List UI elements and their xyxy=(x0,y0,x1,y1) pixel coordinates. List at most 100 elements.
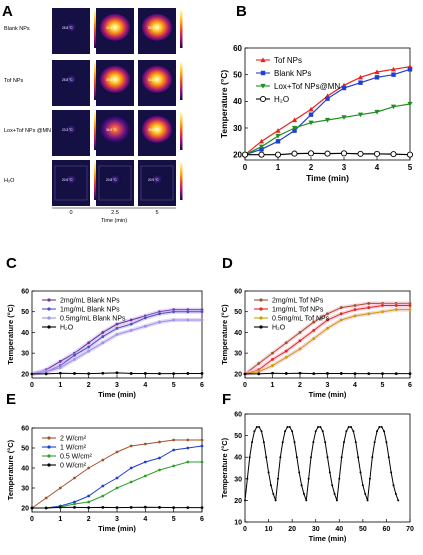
data-point-marker xyxy=(101,371,105,375)
data-point-marker xyxy=(257,372,261,376)
data-point-marker xyxy=(374,109,380,115)
data-point-marker xyxy=(200,372,204,375)
data-point-marker xyxy=(87,466,91,470)
data-point-marker xyxy=(186,506,190,509)
series-line xyxy=(244,103,411,156)
data-point-marker xyxy=(373,441,376,444)
data-point-marker xyxy=(314,430,317,433)
plot-frame xyxy=(244,413,411,523)
thermal-temp-reading: 25.8 °C xyxy=(62,78,73,82)
chart-panel-d: 0 1 2 3 4 5 6 20 30 40 50 60 Time (min) Temperature (… xyxy=(220,288,412,399)
data-point-marker xyxy=(158,506,161,509)
thermal-temp-reading: 39.8 °C xyxy=(148,128,159,132)
y-axis-label: Temperature (°C) xyxy=(6,304,15,365)
legend-swatch-marker xyxy=(47,445,51,449)
legend-entry: Lox+Tof NPs@MN xyxy=(274,82,340,91)
x-tick-label: 40 xyxy=(335,526,343,533)
data-point-marker xyxy=(172,318,176,322)
series-line xyxy=(31,439,202,509)
thermal-temp-reading: 52.1 °C xyxy=(148,26,159,30)
legend-swatch-marker xyxy=(47,454,51,458)
data-point-marker xyxy=(357,74,364,80)
data-point-marker xyxy=(271,357,274,361)
y-axis-label: Temperature (°C) xyxy=(219,70,229,139)
data-point-marker xyxy=(44,496,48,500)
y-tick-label: 60 xyxy=(233,44,242,53)
legend-entry: 2mg/mL Tof NPs xyxy=(272,298,324,305)
data-point-marker xyxy=(253,430,256,433)
thermal-hotspot xyxy=(100,65,130,93)
thermal-row-label: H₂O xyxy=(4,178,15,184)
y-axis-label: Temperature (°C) xyxy=(220,304,229,365)
x-tick-label: 0 xyxy=(30,382,34,389)
data-point-marker xyxy=(408,308,412,312)
data-point-marker xyxy=(358,80,363,85)
data-point-marker xyxy=(406,151,414,158)
data-point-marker xyxy=(302,492,305,495)
y-tick-label: 40 xyxy=(233,97,242,106)
data-point-marker xyxy=(58,366,62,370)
y-tick-label: 20 xyxy=(21,505,29,512)
data-point-marker xyxy=(394,304,398,307)
x-tick-label: 4 xyxy=(143,382,147,389)
data-point-marker xyxy=(367,306,371,309)
data-point-marker xyxy=(381,372,384,376)
data-point-marker xyxy=(408,304,412,307)
data-point-marker xyxy=(357,150,364,157)
thermal-image-grid: Blank NPs 25.8 °C 49.1 °C 52.1 °C Tof NPs 25.… xyxy=(4,8,183,224)
y-tick-label: 20 xyxy=(234,371,242,378)
data-point-marker xyxy=(373,150,381,157)
data-point-marker xyxy=(295,456,298,459)
data-point-marker xyxy=(352,430,355,433)
x-tick-label: 0 xyxy=(30,516,34,523)
x-tick-label: 0 xyxy=(243,163,248,172)
data-point-marker xyxy=(353,314,357,318)
data-point-marker xyxy=(258,144,265,150)
legend-swatch-marker xyxy=(47,307,51,311)
data-point-marker xyxy=(87,372,91,376)
data-point-marker xyxy=(101,506,105,509)
legend-swatch-marker xyxy=(259,298,263,302)
y-tick-label: 30 xyxy=(233,124,242,133)
data-point-marker xyxy=(73,506,76,509)
data-point-marker xyxy=(257,362,261,365)
data-point-marker xyxy=(265,456,268,459)
chart-panel-e: 0 1 2 3 4 5 6 20 30 40 50 60 Time (min) Temperature (… xyxy=(6,425,204,533)
legend-swatch-marker xyxy=(47,325,51,329)
data-point-marker xyxy=(257,370,261,374)
data-point-marker xyxy=(101,335,105,338)
data-point-marker xyxy=(291,125,298,131)
thermal-row-label: Tof NPs xyxy=(4,78,24,84)
y-tick-label: 50 xyxy=(21,445,29,452)
data-point-marker xyxy=(380,425,383,428)
data-point-marker xyxy=(129,318,133,322)
data-point-marker xyxy=(172,310,176,314)
data-point-marker xyxy=(291,430,294,433)
data-point-marker xyxy=(259,147,264,152)
data-point-marker xyxy=(381,310,384,314)
data-point-marker xyxy=(284,355,288,359)
y-tick-label: 60 xyxy=(234,288,242,295)
data-point-marker xyxy=(73,372,76,375)
x-axis-label: Time (min) xyxy=(309,390,347,399)
data-point-marker xyxy=(286,425,289,428)
x-tick-label: 5 xyxy=(172,516,176,523)
panel-letter-b: B xyxy=(236,3,247,20)
data-point-marker xyxy=(371,456,374,459)
data-point-marker xyxy=(143,460,147,464)
y-tick-label: 50 xyxy=(234,309,242,316)
data-point-marker xyxy=(385,441,388,444)
thermal-hotspot xyxy=(65,21,77,33)
y-tick-label: 20 xyxy=(21,371,29,378)
thermal-hotspot xyxy=(65,73,77,85)
data-point-marker xyxy=(394,372,398,376)
y-tick-label: 40 xyxy=(21,465,29,472)
x-tick-label: 3 xyxy=(115,516,119,523)
thermal-temp-reading: 20.9 °C xyxy=(148,178,159,182)
data-point-marker xyxy=(394,308,398,312)
y-tick-label: 30 xyxy=(21,351,29,358)
legend-entry: Tof NPs xyxy=(274,56,302,65)
series-line xyxy=(32,461,202,509)
data-point-marker xyxy=(367,302,371,305)
thermal-colorbar xyxy=(180,162,183,200)
